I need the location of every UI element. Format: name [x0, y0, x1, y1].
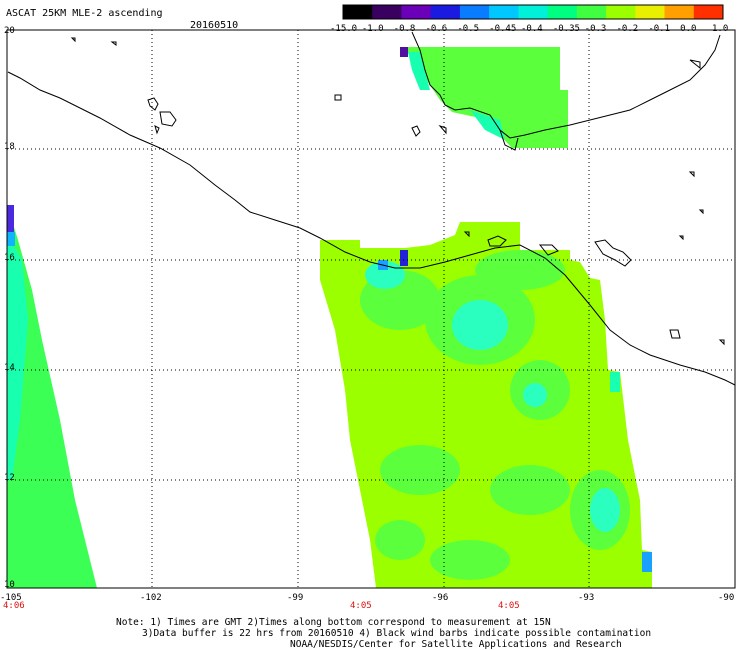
- note-line-3: NOAA/NESDIS/Center for Satellite Applica…: [290, 639, 622, 650]
- lon-label-99: -99: [287, 593, 304, 603]
- time-label-east: 4:05: [498, 601, 520, 611]
- lat-label-14: 14: [4, 363, 15, 373]
- note-line-2: 3)Data buffer is 22 hrs from 20160510 4)…: [142, 628, 652, 639]
- coastline: [7, 31, 736, 386]
- colorbar-label: -0.35: [552, 24, 580, 34]
- colorbar-swatch: [518, 5, 549, 19]
- colorbar-label: -0.2: [616, 24, 639, 34]
- colorbar-label: -0.3: [584, 24, 607, 34]
- lat-label-10: 10: [4, 580, 15, 590]
- colorbar-swatch: [664, 5, 695, 19]
- colorbar-label: -0.1: [648, 24, 671, 34]
- colorbar-swatch: [547, 5, 578, 19]
- colorbar-label: -0.45: [489, 24, 517, 34]
- colorbar-label: -1.0: [361, 24, 384, 34]
- colorbar-swatch: [343, 5, 373, 19]
- colorbar-label: -0.6: [425, 24, 448, 34]
- colorbar-swatch: [401, 5, 432, 19]
- time-label-west: 4:06: [3, 601, 25, 611]
- lat-label-16: 16: [4, 253, 15, 263]
- lon-label-93: -93: [578, 593, 595, 603]
- colorbar: [342, 4, 724, 20]
- lon-label-90: -90: [718, 593, 735, 603]
- time-label-center: 4:05: [350, 601, 372, 611]
- lon-label-96: -96: [432, 593, 449, 603]
- lon-label-102: -102: [140, 593, 162, 603]
- colorbar-label: 0.0: [680, 24, 697, 34]
- colorbar-swatch: [635, 5, 666, 19]
- colorbar-swatch: [430, 5, 461, 19]
- swath-west-blue: [7, 205, 14, 235]
- colorbar-swatch: [372, 5, 402, 19]
- swath-west-cyan: [7, 235, 28, 480]
- note-line-1: Note: 1) Times are GMT 2)Times along bot…: [116, 617, 551, 628]
- chart-date: 20160510: [190, 20, 239, 31]
- colorbar-label: -0.4: [521, 24, 543, 34]
- colorbar-label: -0.8: [393, 24, 416, 34]
- swath-north: [400, 47, 568, 148]
- colorbar-label: 1.0: [712, 24, 729, 34]
- colorbar-swatch: [693, 5, 724, 19]
- colorbar-label: -0.5: [457, 24, 480, 34]
- graticule: [7, 30, 735, 588]
- lat-label-18: 18: [4, 142, 15, 152]
- swath-west: [7, 205, 97, 588]
- lat-label-20: 20: [4, 26, 15, 36]
- colorbar-label: -15.0: [330, 24, 358, 34]
- colorbar-swatch: [459, 5, 490, 19]
- colorbar-border: [342, 4, 724, 20]
- lon-label-105: -105: [0, 593, 22, 603]
- swath-data: [7, 47, 652, 588]
- colorbar-swatch: [489, 5, 519, 19]
- chart-title: ASCAT 25KM MLE-2 ascending: [6, 8, 163, 19]
- map-frame: [6, 29, 736, 589]
- colorbar-swatch: [576, 5, 607, 19]
- colorbar-swatch: [606, 5, 636, 19]
- lat-label-12: 12: [4, 473, 15, 483]
